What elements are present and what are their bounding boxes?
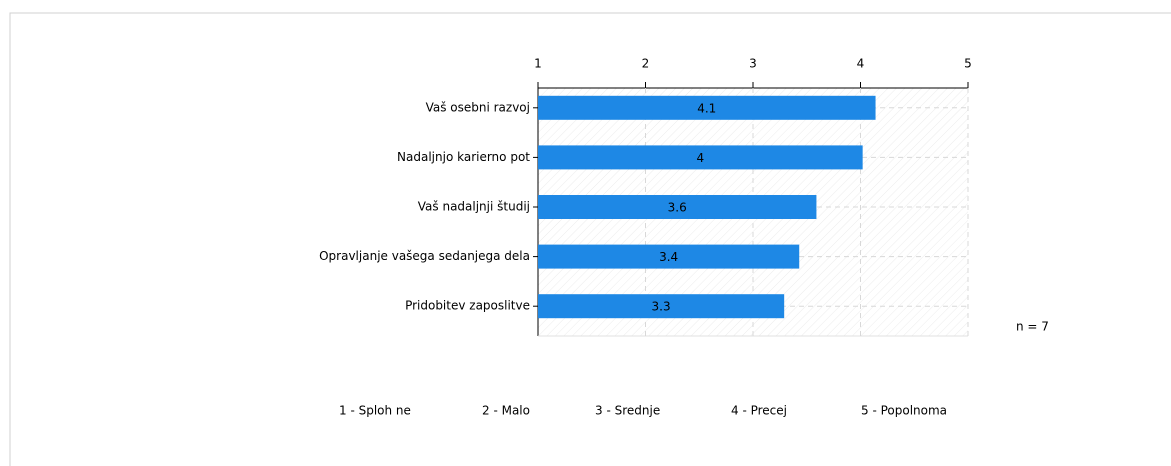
y-tick-label: Pridobitev zaposlitve xyxy=(405,299,530,313)
scale-label: 2 - Malo xyxy=(482,404,530,418)
value-label: 3.6 xyxy=(668,201,687,215)
bar xyxy=(538,145,863,170)
annotation: n = 7 xyxy=(1016,320,1049,334)
y-tick-label: Opravljanje vašega sedanjega dela xyxy=(319,249,530,263)
x-tick-label: 2 xyxy=(642,57,650,71)
scale-label: 1 - Sploh ne xyxy=(339,404,411,418)
bar xyxy=(538,195,817,219)
x-tick-label: 5 xyxy=(964,57,972,71)
bar xyxy=(538,294,785,319)
x-tick-label: 3 xyxy=(749,57,757,71)
x-tick-label: 1 xyxy=(534,57,542,71)
scale-label: 3 - Srednje xyxy=(595,404,660,418)
frame xyxy=(9,12,1171,466)
value-label: 3.3 xyxy=(652,300,671,314)
y-tick-label: Vaš osebni razvoj xyxy=(426,100,530,114)
value-label: 3.4 xyxy=(659,250,678,264)
y-tick-label: Nadaljnjo karierno pot xyxy=(397,150,530,164)
value-label: 4.1 xyxy=(697,101,716,115)
value-label: 4 xyxy=(697,151,705,165)
x-tick-label: 4 xyxy=(857,57,865,71)
y-tick-label: Vaš nadaljnji študij xyxy=(418,200,530,214)
scale-label: 4 - Precej xyxy=(731,404,787,418)
bar xyxy=(538,95,876,120)
scale-label: 5 - Popolnoma xyxy=(861,404,947,418)
bar xyxy=(538,244,800,269)
